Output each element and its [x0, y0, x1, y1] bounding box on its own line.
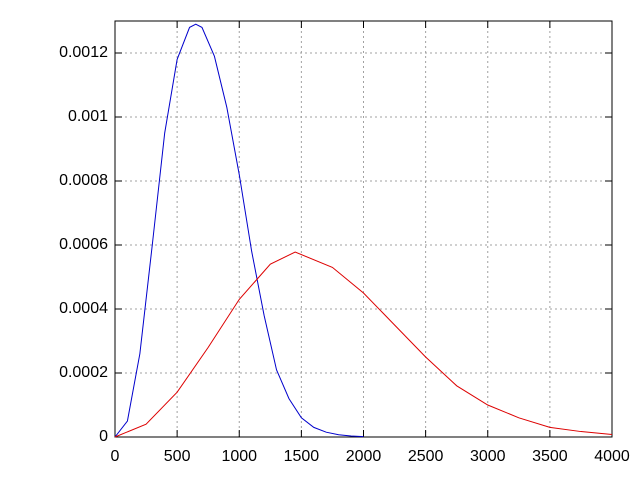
y-tick-label: 0.0004	[59, 300, 108, 317]
x-tick-label: 0	[111, 448, 120, 465]
x-tick-label: 500	[164, 448, 191, 465]
y-tick-label: 0.0012	[59, 44, 108, 61]
y-tick-label: 0.0002	[59, 364, 108, 381]
series-line	[114, 23, 364, 438]
y-tick-label: 0.0008	[59, 172, 108, 189]
x-tick-label: 2000	[346, 448, 382, 465]
plot-border	[114, 20, 613, 438]
series-line	[114, 251, 613, 438]
x-tick-label: 1500	[284, 448, 320, 465]
x-tick-label: 1000	[221, 448, 257, 465]
y-tick-label: 0.0006	[59, 236, 108, 253]
y-tick-label: 0.001	[68, 108, 108, 125]
y-tick-label: 0	[99, 428, 108, 445]
x-tick-label: 3000	[470, 448, 506, 465]
x-tick-label: 4000	[594, 448, 630, 465]
x-tick-label: 3500	[532, 448, 568, 465]
x-tick-label: 2500	[408, 448, 444, 465]
